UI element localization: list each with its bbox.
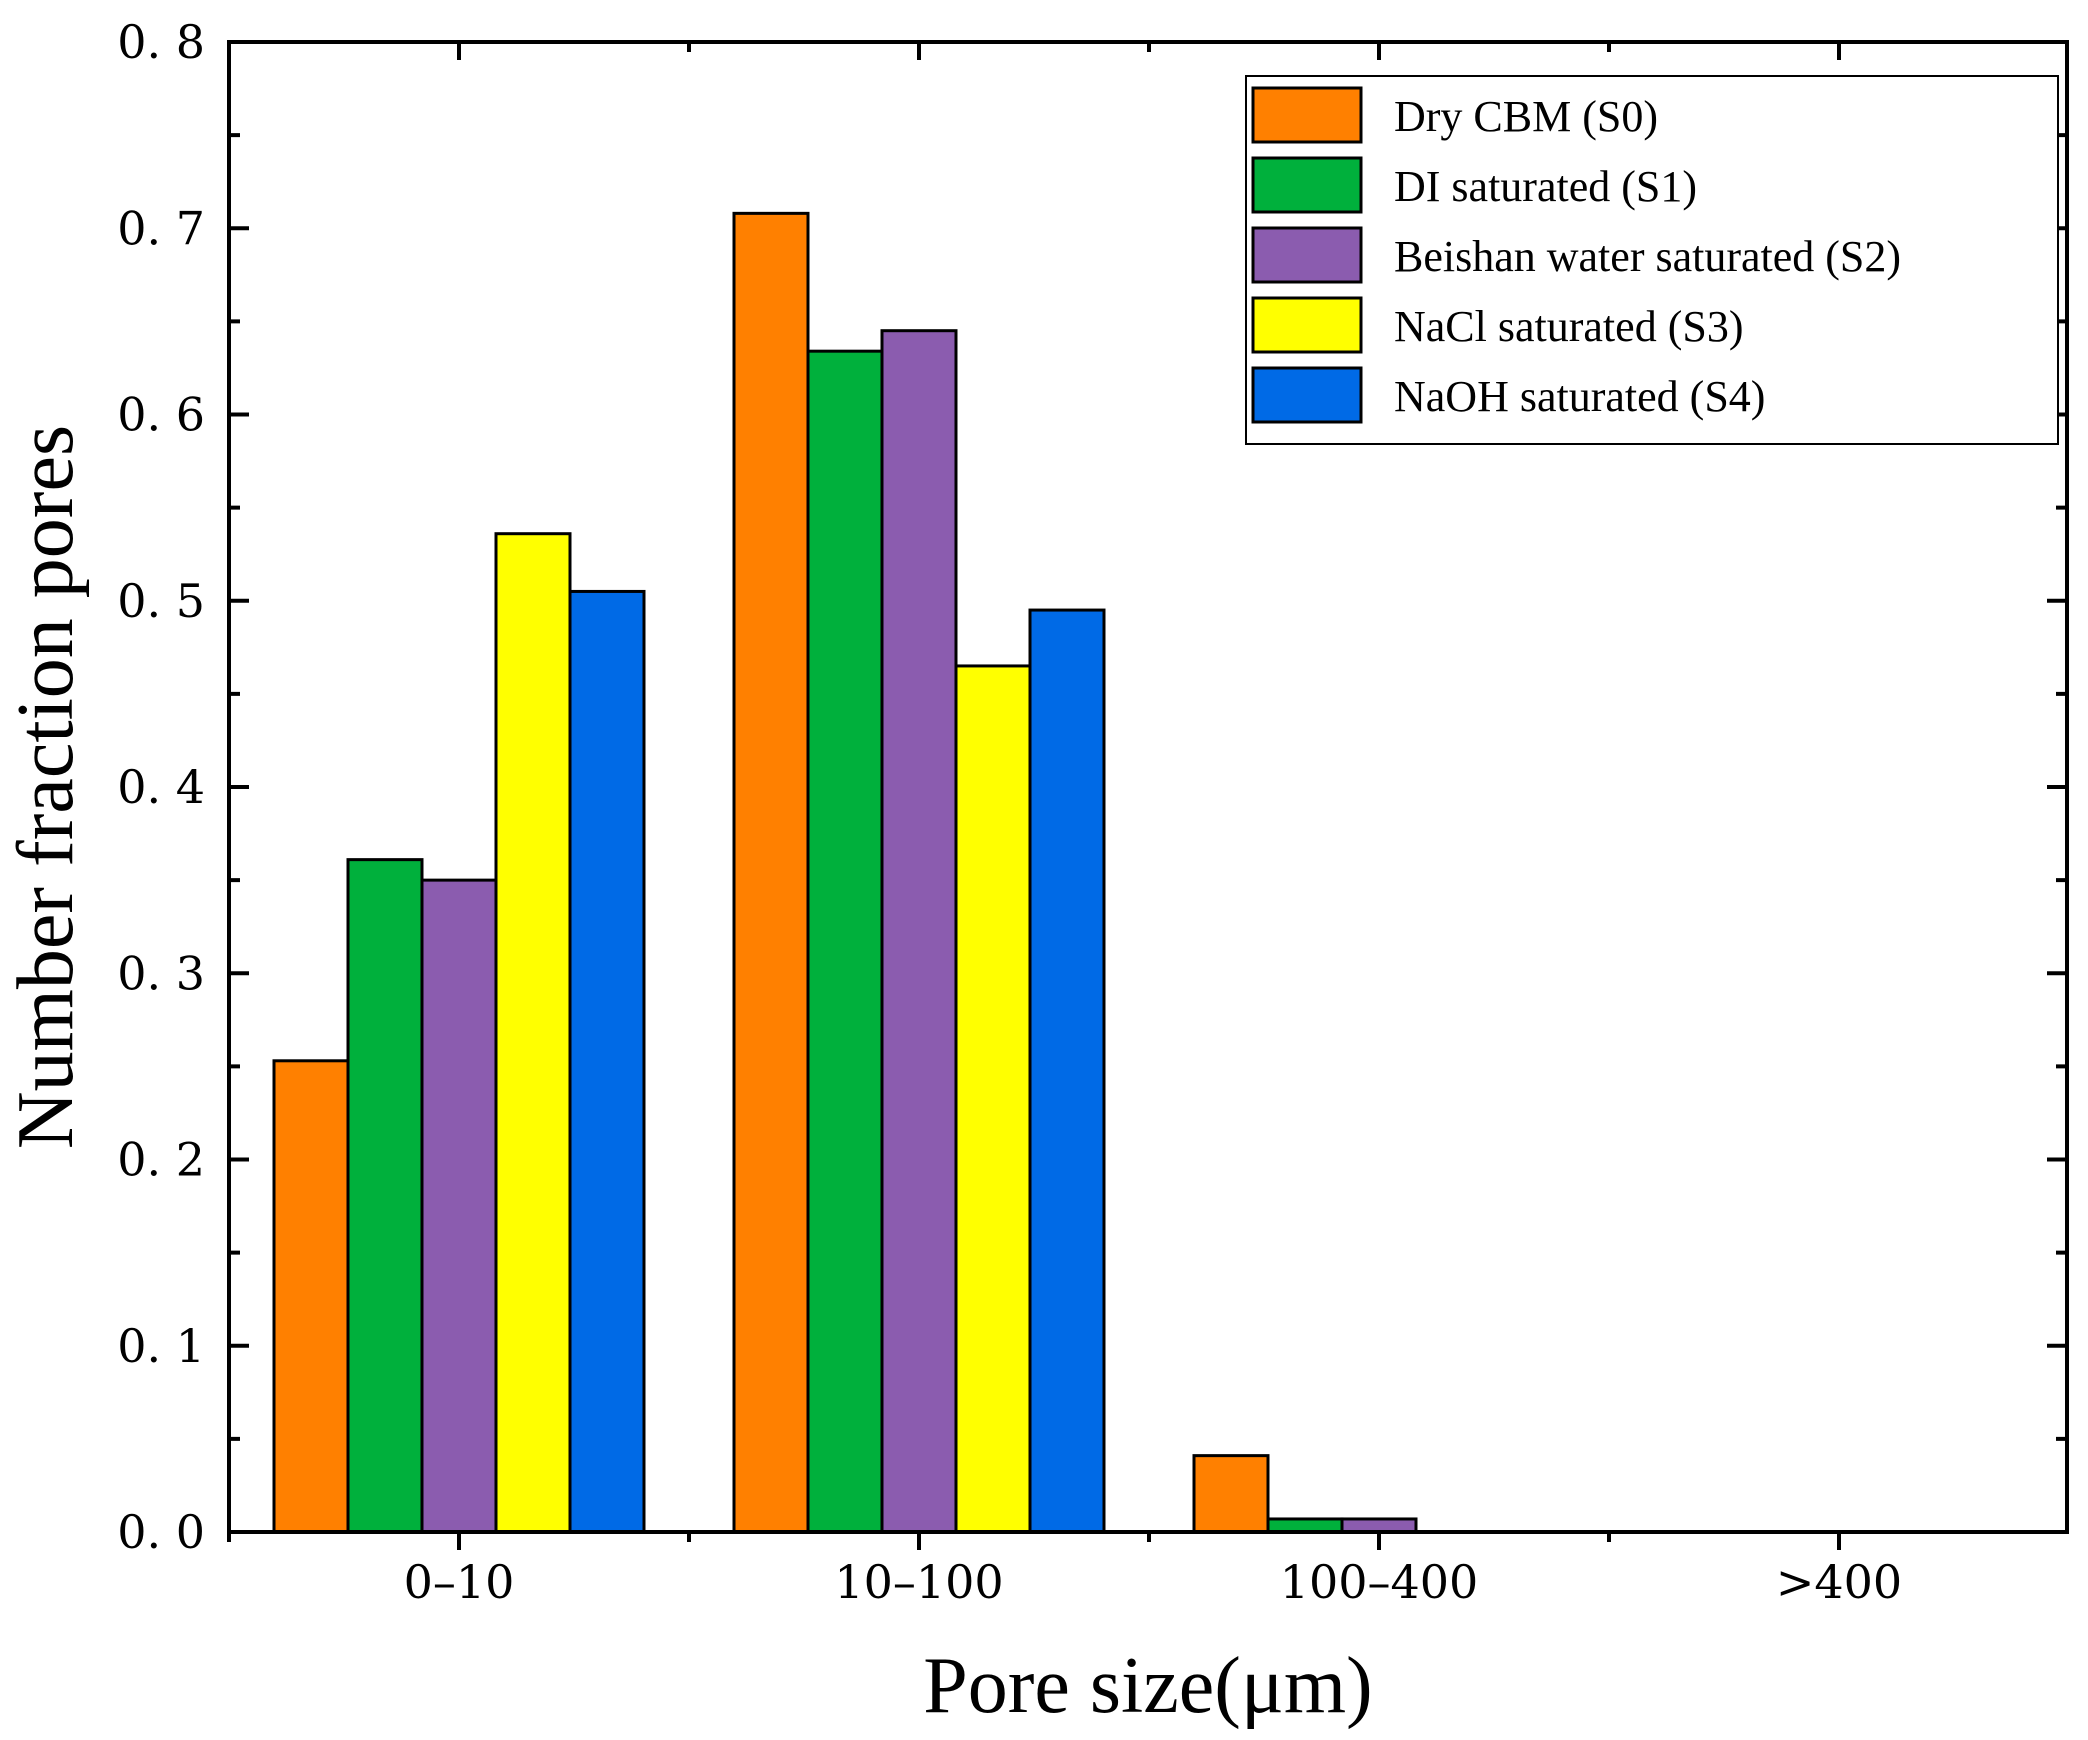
legend-label-4: NaOH saturated (S4) <box>1394 372 1765 421</box>
legend-label-1: DI saturated (S1) <box>1394 162 1697 211</box>
y-tick-label: 0. 8 <box>117 15 205 69</box>
x-tick-label: 100–400 <box>1280 1555 1479 1609</box>
bar-3-0 <box>494 532 572 1534</box>
y-tick-label: 0. 1 <box>117 1319 205 1373</box>
y-tick-label: 0. 5 <box>117 574 205 628</box>
y-tick-label: 0. 3 <box>117 946 205 1000</box>
bar-2-0 <box>420 878 498 1534</box>
y-axis-title: Number fraction pores <box>2 425 90 1149</box>
y-tick-label: 0. 2 <box>117 1133 205 1187</box>
legend-label-2: Beishan water saturated (S2) <box>1394 232 1901 281</box>
x-axis: 0–10 10–100 100–400 >400 <box>227 42 1902 1609</box>
y-tick-label: 0. 7 <box>117 201 205 255</box>
y-tick-label: 0. 6 <box>117 388 205 442</box>
y-tick-label: 0. 4 <box>117 760 205 814</box>
bar-1-0 <box>346 858 424 1534</box>
bar-0-2 <box>1192 1454 1270 1534</box>
legend-swatch-2 <box>1251 226 1363 284</box>
x-axis-title: Pore size(μm) <box>923 1642 1372 1730</box>
legend-swatch-1 <box>1251 156 1363 214</box>
x-tick-label: 0–10 <box>404 1555 515 1609</box>
y-tick-label: 0. 0 <box>117 1505 205 1559</box>
bars-layer <box>272 211 1418 1534</box>
bar-0-0 <box>272 1059 350 1534</box>
legend-swatch-4 <box>1251 366 1363 424</box>
x-tick-label: 10–100 <box>834 1555 1003 1609</box>
legend-swatch-3 <box>1251 296 1363 354</box>
bar-4-0 <box>568 589 646 1534</box>
bar-4-1 <box>1028 608 1106 1534</box>
legend-box <box>1245 75 2059 445</box>
bar-1-1 <box>806 349 884 1534</box>
legend-label-0: Dry CBM (S0) <box>1394 92 1658 141</box>
bar-0-1 <box>732 211 810 1534</box>
y-axis: 0. 0 0. 1 0. 2 0. 3 0. 4 0. 5 0. 6 0. 7 0. 8 <box>117 15 2067 1559</box>
legend-swatch-0 <box>1251 86 1363 144</box>
legend-label-3: NaCl saturated (S3) <box>1394 302 1743 351</box>
x-tick-label: >400 <box>1776 1555 1902 1609</box>
bar-3-1 <box>954 664 1032 1534</box>
bar-2-1 <box>880 329 958 1534</box>
legend: Dry CBM (S0) DI saturated (S1) Beishan wat… <box>1245 75 2059 445</box>
